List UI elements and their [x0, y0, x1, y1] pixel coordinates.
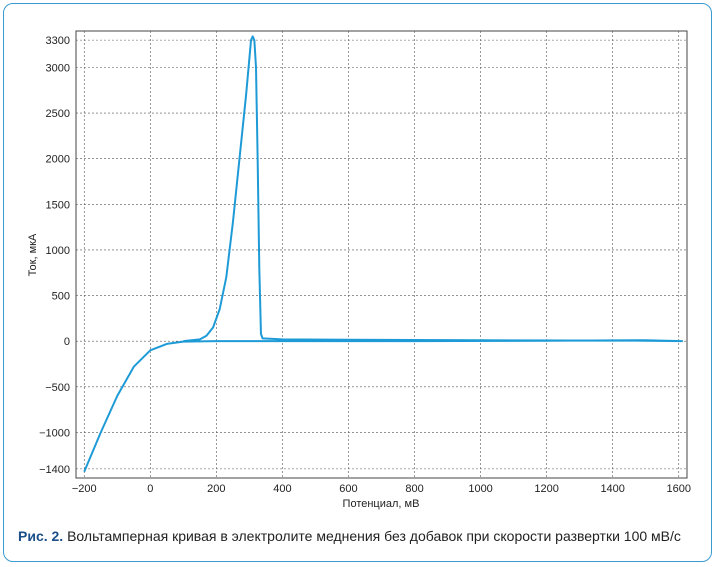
x-tick-label: 600: [339, 483, 357, 495]
y-tick-label: 1000: [46, 245, 70, 257]
caption-prefix: Рис. 2.: [18, 528, 64, 544]
chart: Потенциал, мВ Ток, мкА −200 0 200 400 600 800…: [27, 30, 691, 510]
y-tick-label: 3300: [46, 35, 70, 47]
y-axis-label: Ток, мкА: [27, 233, 39, 276]
x-tick-label: 1600: [667, 483, 691, 495]
plot-area: [75, 30, 688, 479]
y-tick-label: 2500: [46, 108, 70, 120]
x-tick-label: 400: [273, 483, 291, 495]
x-tick-label: 1400: [600, 483, 624, 495]
x-axis-label: Потенциал, мВ: [343, 498, 420, 510]
y-tick-label: −500: [45, 382, 70, 394]
y-tick-label: −1000: [39, 427, 70, 439]
y-tick-label: −1400: [39, 464, 70, 476]
y-tick-label: 2000: [46, 154, 70, 166]
x-tick-label: 1200: [534, 483, 558, 495]
frame: [3, 3, 712, 562]
data-line: [83, 35, 684, 472]
x-tick-label: −200: [72, 483, 97, 495]
y-tick-label: 1500: [46, 199, 70, 211]
x-tick-label: 1000: [468, 483, 492, 495]
x-tick-label: 0: [147, 483, 153, 495]
caption: Рис. 2. Вольтамперная кривая в электроли…: [18, 528, 681, 544]
y-tick-label: 0: [64, 336, 70, 348]
caption-text: Вольтамперная кривая в электролите медне…: [67, 528, 681, 544]
x-tick-label: 800: [405, 483, 423, 495]
y-tick-label: 500: [52, 291, 70, 303]
y-tick-label: 3000: [46, 62, 70, 74]
x-tick-label: 200: [207, 483, 225, 495]
